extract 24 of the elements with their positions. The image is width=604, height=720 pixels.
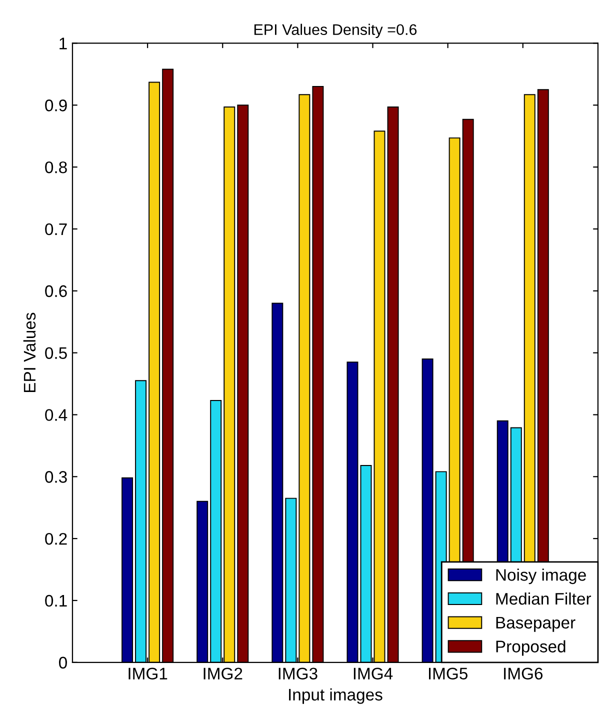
y-tick-label: 0.8 (45, 161, 67, 174)
chart-title: EPI Values Density =0.6 (254, 24, 417, 38)
x-tick-label: IMG3 (278, 668, 318, 680)
legend-label: Median Filter (496, 592, 592, 605)
x-tick-label: IMG1 (128, 668, 168, 680)
x-tick-label: IMG5 (428, 668, 468, 680)
y-tick-label: 0.2 (45, 532, 67, 545)
y-axis-title: EPI Values (23, 312, 36, 392)
y-tick-label: 0.6 (45, 285, 67, 298)
y-tick-label: 0 (59, 656, 67, 669)
legend-label: Proposed (496, 640, 566, 656)
legend-label: Basepaper (496, 616, 576, 632)
y-tick-label: 1 (60, 38, 67, 50)
x-axis-title: Input images (289, 688, 382, 704)
x-tick-label: IMG4 (354, 668, 393, 680)
y-tick-label: 0.4 (45, 409, 68, 421)
y-tick-label: 0.7 (45, 223, 67, 236)
y-tick-label: 0.1 (45, 594, 67, 607)
y-tick-label: 0.3 (45, 471, 67, 483)
x-tick-label: IMG2 (204, 668, 242, 680)
y-tick-label: 0.5 (45, 347, 67, 360)
x-tick-label: IMG6 (504, 668, 543, 680)
y-tick-label: 0.9 (45, 100, 67, 112)
legend-label: Noisy image (496, 568, 586, 584)
